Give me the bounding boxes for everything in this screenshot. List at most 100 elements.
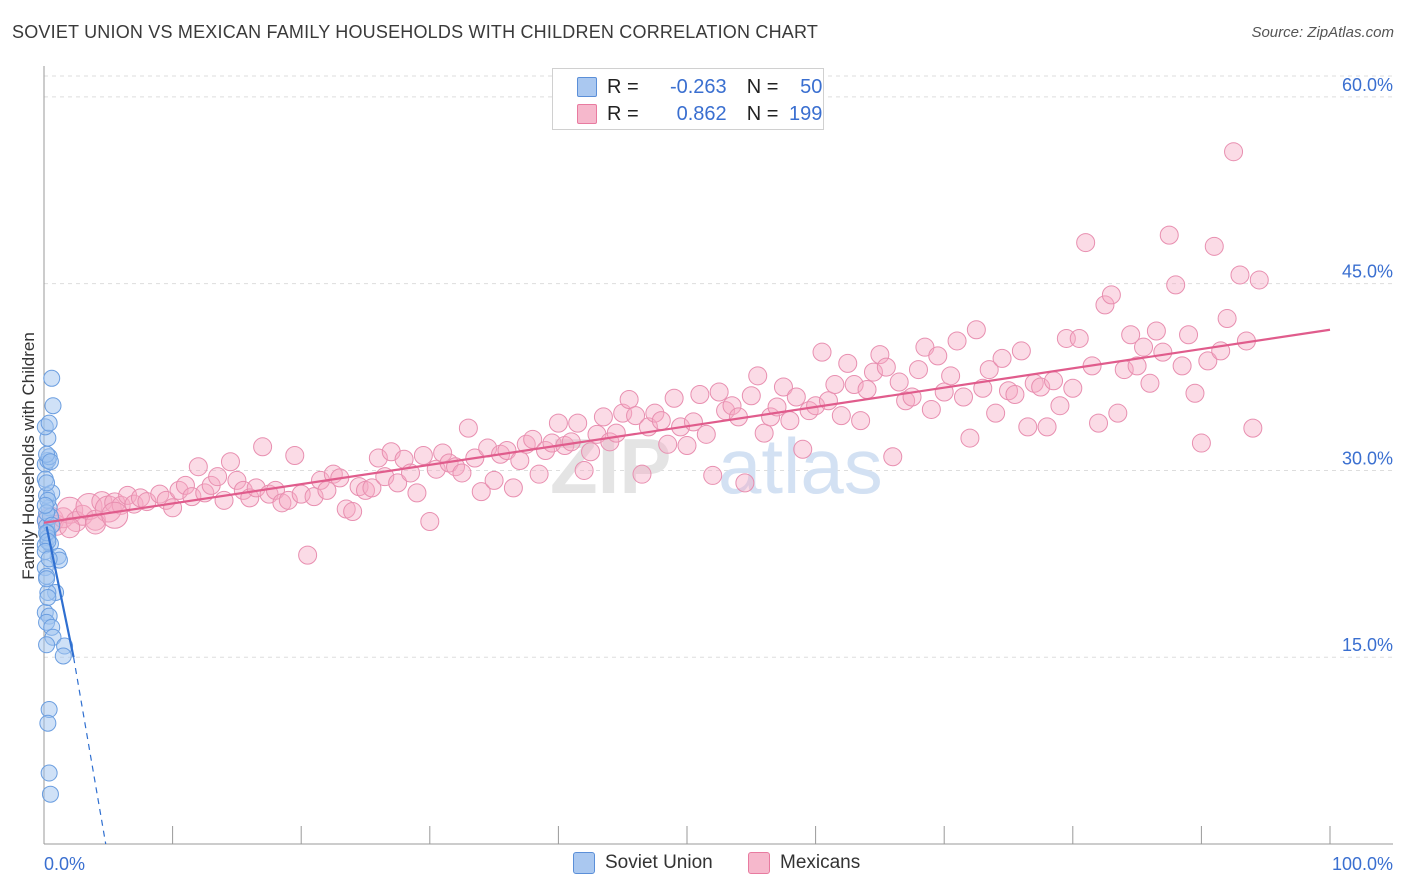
stats-legend: R = -0.263 N = 50 R = 0.862 N = 199: [552, 68, 824, 130]
mexicans-point: [844, 375, 864, 395]
r-label: R =: [607, 102, 639, 125]
mexicans-point: [343, 502, 363, 522]
mexicans-point: [484, 470, 504, 490]
mexicans-point: [703, 465, 723, 485]
soviet-union-point: [40, 764, 58, 782]
soviet-union-point: [40, 414, 58, 432]
mexicans-point: [1243, 418, 1263, 438]
mexicans-point: [130, 488, 150, 508]
soviet-union-points: [36, 369, 74, 803]
mexicans-point: [1011, 341, 1031, 361]
mexicans-point: [1076, 233, 1096, 253]
mexicans-point: [812, 342, 832, 362]
mexicans-point: [793, 439, 813, 459]
legend-row-mexicans: R = 0.862 N = 199: [577, 101, 822, 127]
watermark-atlas: atlas: [718, 422, 883, 510]
mexicans-point: [1249, 270, 1269, 290]
chart-title: SOVIET UNION VS MEXICAN FAMILY HOUSEHOLD…: [12, 22, 819, 42]
soviet-union-swatch: [577, 77, 597, 97]
mexicans-point: [568, 413, 588, 433]
mexicans-point: [876, 357, 896, 377]
mexicans-point: [1230, 265, 1250, 285]
mexicans-point: [786, 387, 806, 407]
soviet-union-point: [38, 474, 56, 492]
mexicans-legend-swatch: [748, 852, 770, 874]
mexicans-point: [1172, 356, 1192, 376]
x-tick-label: 100.0%: [1332, 854, 1393, 874]
mexicans-point: [973, 378, 993, 398]
mexicans-point: [458, 418, 478, 438]
legend-item-mexicans: Mexicans: [748, 852, 860, 874]
mexicans-point: [574, 460, 594, 480]
mexicans-point: [220, 452, 240, 472]
soviet-union-point: [43, 369, 61, 387]
mexicans-point: [227, 470, 247, 490]
mexicans-point: [1134, 337, 1154, 357]
soviet-union-point: [38, 570, 56, 588]
mexicans-point: [1005, 384, 1025, 404]
mexicans-point: [1089, 413, 1109, 433]
mexicans-point: [503, 478, 523, 498]
soviet-union-legend-label: Soviet Union: [605, 852, 713, 873]
mexicans-point: [626, 406, 646, 426]
mexicans-point: [773, 377, 793, 397]
mexicans-swatch: [577, 104, 597, 124]
mexicans-point: [831, 406, 851, 426]
mexicans-point: [748, 366, 768, 386]
mexicans-point: [851, 411, 871, 431]
soviet-union-trend-extension: [72, 657, 107, 845]
mexicans-point: [645, 403, 665, 423]
mexicans-point: [208, 467, 228, 487]
mexicans-point: [658, 434, 678, 454]
source-label: Source: ZipAtlas.com: [1251, 24, 1394, 41]
mexicans-r-value: 0.862: [676, 102, 727, 125]
y-tick-label: 60.0%: [1342, 75, 1393, 95]
legend-item-soviet-union: Soviet Union: [573, 852, 713, 874]
soviet-union-point: [39, 588, 57, 606]
mexicans-point: [1140, 373, 1160, 393]
legend-row-soviet-union: R = -0.263 N = 50: [577, 74, 822, 100]
y-axis-label: Family Households with Children: [19, 332, 38, 580]
mexicans-point: [1185, 383, 1205, 403]
mexicans-point: [1166, 275, 1186, 295]
mexicans-point: [953, 387, 973, 407]
soviet-union-trend-line: [45, 526, 75, 658]
mexicans-point: [651, 411, 671, 431]
soviet-union-point: [36, 496, 54, 514]
mexicans-point: [1198, 351, 1218, 371]
mexicans-point: [889, 372, 909, 392]
mexicans-point: [362, 478, 382, 498]
mexicans-point: [966, 320, 986, 340]
mexicans-point: [896, 391, 916, 411]
soviet-union-n-value: 50: [800, 75, 823, 98]
mexicans-point: [999, 381, 1018, 401]
mexicans-point: [1159, 225, 1179, 245]
mexicans-point: [1095, 295, 1115, 315]
mexicans-point: [529, 464, 549, 484]
mexicans-point: [754, 423, 774, 443]
mexicans-point: [870, 345, 890, 365]
mexicans-point: [825, 375, 845, 395]
mexicans-point: [1108, 403, 1128, 423]
mexicans-point: [1191, 433, 1211, 453]
mexicans-point: [741, 386, 761, 406]
mexicans-point: [709, 382, 729, 402]
y-tick-label: 30.0%: [1342, 448, 1393, 468]
mexicans-point: [175, 475, 195, 495]
n-label: N =: [746, 75, 779, 98]
r-label: R =: [607, 75, 639, 98]
mexicans-point: [838, 353, 858, 373]
mexicans-point: [298, 545, 318, 565]
mexicans-point: [1037, 417, 1057, 437]
mexicans-point: [388, 473, 408, 493]
soviet-union-point: [41, 785, 59, 803]
soviet-union-r-value: -0.263: [669, 75, 727, 98]
trend-lines: [43, 328, 1331, 845]
mexicans-point: [407, 483, 427, 503]
y-tick-label: 15.0%: [1342, 635, 1393, 655]
mexicans-point: [986, 403, 1006, 423]
mexicans-point: [1127, 356, 1147, 376]
mexicans-point: [188, 457, 208, 477]
mexicans-point: [863, 362, 883, 382]
